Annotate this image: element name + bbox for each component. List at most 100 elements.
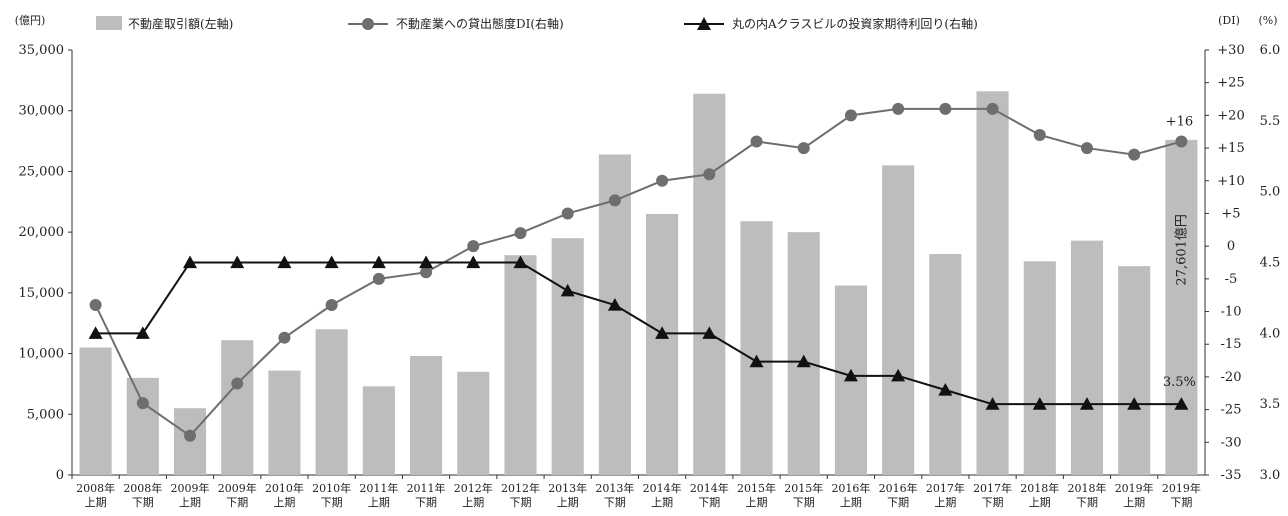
yield-point-0 [88,326,103,339]
x-tick-label-year: 2019年 [1162,481,1201,495]
pct-tick-label: 3.0 [1260,468,1281,483]
yield-point-16 [843,368,858,382]
di-point-20 [1033,129,1046,141]
x-tick-label-half: 下期 [509,496,531,509]
bar-transaction-23 [1165,139,1198,475]
x-tick-label-year: 2009年 [218,481,257,495]
di-tick-label: -15 [1221,337,1242,352]
x-tick-label-half: 上期 [934,496,956,509]
x-tick-label-half: 上期 [1029,496,1051,509]
yield-line [95,261,1182,406]
pct-tick-label: 4.0 [1260,326,1281,341]
bar-transaction-9 [504,255,537,475]
yield-point-21 [1079,397,1094,410]
di-tick-label: -35 [1221,468,1242,483]
di-tick-label: -5 [1225,272,1238,287]
x-tick-label-year: 2015年 [784,481,823,495]
bar-transaction-0 [79,347,112,475]
di-point-17 [892,102,905,115]
bar-transaction-17 [882,165,915,475]
yield-point-8 [466,255,481,269]
di-tick-label: +25 [1217,76,1244,91]
bar-transaction-18 [929,254,962,475]
di-tick-label: +15 [1217,141,1244,156]
yield-point-20 [1032,397,1047,410]
x-tick-label-half: 下期 [415,496,437,509]
x-tick-label-year: 2008年 [123,481,162,495]
left-tick-label: 20,000 [19,225,65,240]
x-tick-label-year: 2013年 [548,481,587,495]
di-point-13 [703,168,716,181]
bar-transaction-4 [268,370,301,475]
x-tick-label-half: 上期 [746,496,768,509]
di-tick-label: +5 [1221,206,1240,221]
di-point-16 [844,109,857,122]
x-tick-label-half: 上期 [462,496,484,509]
bar-transaction-5 [315,329,348,475]
bar-transaction-8 [457,371,490,475]
x-tick-label-year: 2018年 [1020,481,1059,495]
bar-transaction-14 [740,221,773,475]
di-point-3 [231,377,244,390]
legend-di-marker [362,18,374,30]
di-point-12 [656,174,669,187]
di-point-6 [372,272,385,285]
di-point-21 [1080,142,1093,155]
pct-tick-label: 3.5 [1260,397,1281,412]
bar-transaction-22 [1118,266,1151,475]
x-tick-label-half: 下期 [1076,496,1098,509]
yield-point-23 [1174,397,1189,410]
legend-bar-label: 不動産取引額(左軸) [128,16,233,31]
bar-transaction-21 [1070,240,1104,475]
x-tick-label-year: 2016年 [879,481,918,495]
x-tick-label-year: 2018年 [1067,481,1106,495]
bar-transaction-6 [362,386,395,475]
left-tick-label: 30,000 [19,104,65,119]
pct-tick-label: 6.0 [1260,43,1281,58]
yield-point-1 [135,326,150,339]
x-tick-label-year: 2009年 [171,481,210,495]
yield-point-3 [230,255,245,269]
di-point-22 [1128,148,1141,161]
yield-point-2 [183,255,198,269]
yield-point-5 [324,255,339,269]
x-tick-label-year: 2011年 [407,481,446,495]
yield-point-6 [371,255,386,269]
yield-point-19 [985,397,1000,410]
di-tick-label: -30 [1221,435,1242,450]
di-point-23 [1175,135,1188,148]
yield-point-17 [891,368,906,382]
di-tick-label: +10 [1217,174,1244,189]
pct-tick-label: 4.5 [1260,256,1281,271]
x-tick-label-half: 下期 [226,496,248,509]
left-tick-label: 0 [56,468,64,483]
pct-axis-unit: (%) [1258,14,1277,27]
yield-point-4 [277,255,292,269]
bar-transaction-11 [598,154,631,475]
legend-di-label: 不動産業への貸出態度DI(右軸) [396,16,564,31]
x-tick-label-half: 下期 [793,496,815,509]
x-tick-label-half: 下期 [887,496,909,509]
di-tick-label: -25 [1221,403,1242,418]
bar-transaction-7 [410,356,443,475]
legend-bar-swatch [96,16,122,30]
di-point-11 [608,194,621,207]
x-tick-label-year: 2015年 [737,481,776,495]
di-point-15 [797,142,810,155]
yield-point-9 [513,255,528,269]
bar-transaction-13 [693,93,726,475]
x-tick-label-year: 2012年 [501,481,540,495]
x-tick-label-year: 2017年 [973,481,1012,495]
legend-yield-label: 丸の内Aクラスビルの投資家期待利回り(右軸) [732,16,978,31]
di-tick-label: 0 [1227,239,1235,254]
yield-point-15 [796,354,811,368]
x-tick-label-half: 下期 [604,496,626,509]
x-tick-label-year: 2014年 [690,481,729,495]
yield-point-14 [749,354,764,368]
di-line [94,107,1182,438]
bar-transaction-3 [221,340,254,475]
x-tick-label-half: 上期 [1123,496,1145,509]
x-tick-label-half: 上期 [651,496,673,509]
x-tick-label-year: 2008年 [76,481,115,495]
